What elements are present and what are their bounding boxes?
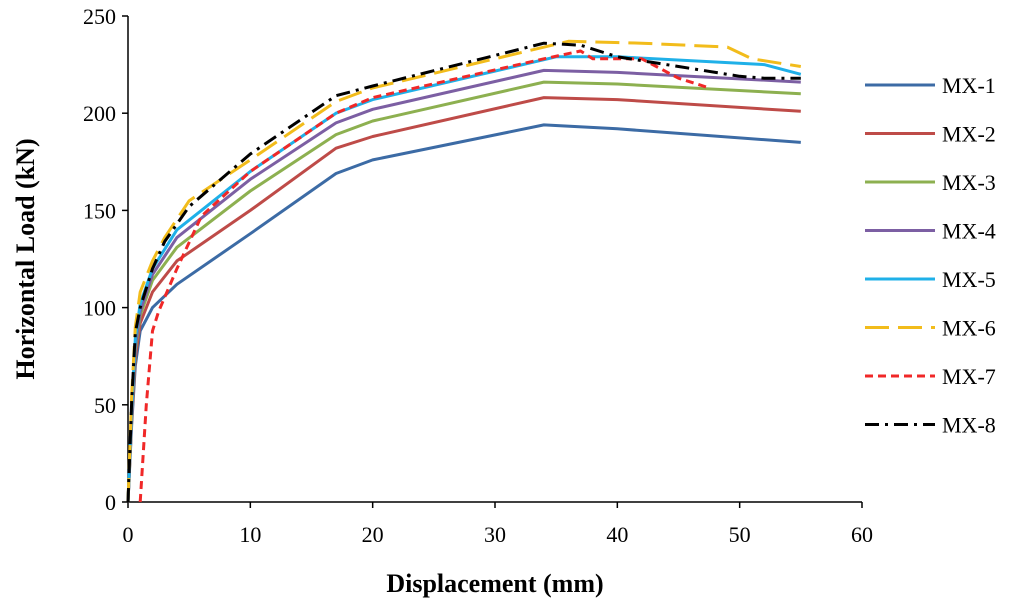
y-axis-title: Horizontal Load (kN) bbox=[11, 138, 40, 379]
series-line-mx-3 bbox=[126, 80, 801, 503]
x-tick-label: 30 bbox=[484, 522, 506, 547]
series-layer bbox=[126, 39, 802, 503]
legend-label: MX-6 bbox=[942, 316, 996, 341]
x-tick-label: 50 bbox=[729, 522, 751, 547]
y-tick-label: 50 bbox=[94, 393, 116, 418]
x-tick-label: 20 bbox=[362, 522, 384, 547]
y-tick-label: 100 bbox=[83, 296, 116, 321]
legend-label: MX-5 bbox=[942, 267, 996, 292]
series-line-mx-6 bbox=[126, 39, 802, 503]
y-tick-label: 150 bbox=[83, 198, 116, 223]
series-line-mx-5 bbox=[126, 55, 802, 503]
y-tick-label: 0 bbox=[105, 490, 116, 515]
legend-label: MX-8 bbox=[942, 413, 996, 438]
legend: MX-1 MX-2 MX-3 MX-4 MX-5 MX-6 MX-7 MX-8 bbox=[865, 73, 996, 438]
x-tick-label: 10 bbox=[239, 522, 261, 547]
legend-label: MX-3 bbox=[942, 170, 996, 195]
y-axis-ticks: 0 50 100 150 200 250 bbox=[83, 4, 128, 515]
legend-label: MX-1 bbox=[942, 73, 996, 98]
legend-label: MX-2 bbox=[942, 122, 996, 147]
series-line-mx-2 bbox=[126, 96, 801, 503]
x-tick-label: 40 bbox=[606, 522, 628, 547]
legend-label: MX-4 bbox=[942, 219, 996, 244]
x-axis-title: Displacement (mm) bbox=[386, 569, 603, 598]
series-line-mx-7 bbox=[138, 49, 710, 503]
x-axis-ticks: 0 10 20 30 40 50 60 bbox=[123, 502, 873, 547]
y-tick-label: 200 bbox=[83, 101, 116, 126]
x-tick-label: 0 bbox=[123, 522, 134, 547]
y-tick-label: 250 bbox=[83, 4, 116, 29]
series-line-mx-8 bbox=[126, 41, 801, 503]
legend-label: MX-7 bbox=[942, 364, 996, 389]
x-tick-label: 60 bbox=[851, 522, 873, 547]
series-line-mx-1 bbox=[126, 123, 801, 503]
